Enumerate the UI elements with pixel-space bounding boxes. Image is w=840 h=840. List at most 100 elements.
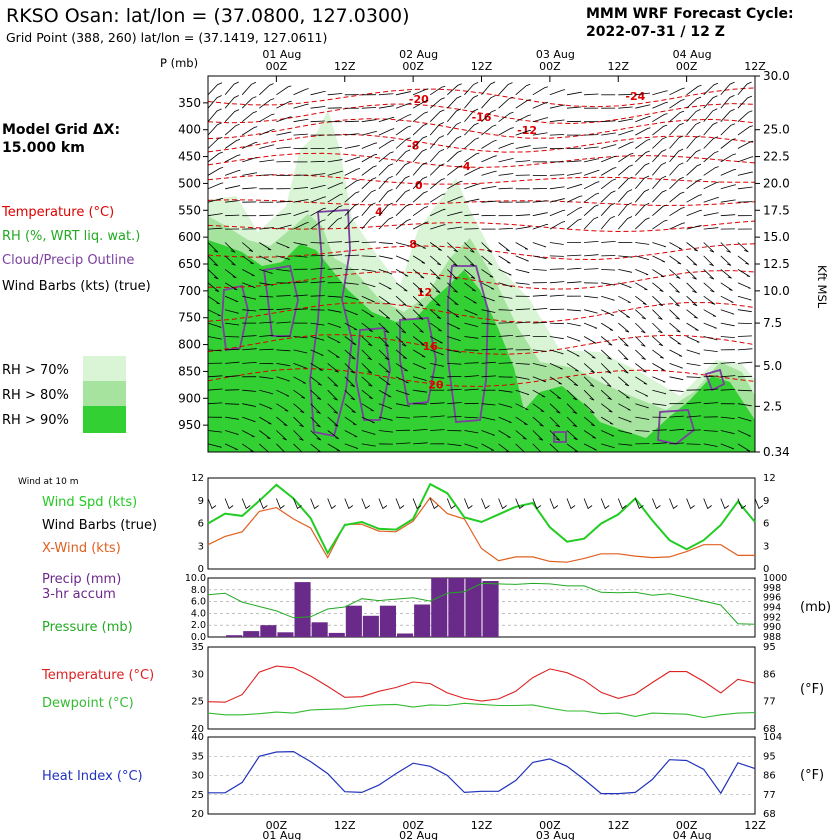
wind-barb [754, 94, 755, 95]
wind-barb [464, 168, 480, 176]
wind-barb [600, 167, 617, 176]
wind-barb [378, 363, 390, 373]
pressure-tick-label: 400 [178, 123, 201, 137]
wind-barb [481, 200, 496, 203]
wind-barb [618, 164, 633, 176]
cloud-outline-6 [447, 265, 489, 423]
wind-barb [634, 175, 650, 190]
wind-barb [498, 142, 514, 149]
wind-barb [566, 430, 578, 441]
wind-barb [464, 282, 476, 292]
pressure-tick-label: 600 [178, 230, 201, 244]
wind-barb [413, 442, 428, 445]
cross-section-ticks: 350 400 450 500 550 600 650 700 750 800 850 900 950 3… [178, 69, 790, 459]
wind-barb [720, 389, 736, 391]
wind-barb [583, 216, 599, 230]
wind-barb [652, 113, 668, 123]
wind-barb [464, 309, 478, 316]
wind-barb [395, 162, 410, 176]
heat-ytick-right: 95 [763, 751, 776, 762]
wind-barb [481, 81, 496, 96]
wind-barb [481, 242, 492, 253]
wind-barb [618, 152, 634, 163]
wind-barb [703, 166, 719, 176]
wind-barb [686, 363, 701, 366]
wind-barb [635, 295, 647, 305]
wind-barb [276, 242, 290, 249]
wind-barb [447, 95, 462, 109]
wind-barb [344, 349, 356, 360]
wind-barb [652, 442, 667, 445]
rh70-swatch [83, 356, 126, 381]
pressure-tick-label: 700 [178, 284, 201, 298]
wind-barb [208, 242, 219, 253]
wind-barb [584, 93, 599, 96]
temp-ytick-left: 20 [191, 724, 204, 735]
wind-barb [395, 203, 411, 216]
wind-barb [737, 430, 751, 437]
wind-barb [464, 95, 479, 109]
wind-barb [361, 255, 376, 257]
wind-barb [225, 185, 241, 190]
surface-wind-barb [481, 498, 490, 510]
wind-barb [481, 109, 496, 122]
wind-barb [225, 348, 240, 351]
wind-barb [361, 119, 377, 123]
wind-barb [584, 295, 599, 299]
wind-barb [327, 159, 343, 163]
wind-barb [276, 416, 288, 427]
wind-barb [224, 139, 241, 149]
temperature-contour-label: -12 [517, 124, 537, 137]
wind-barb [361, 403, 375, 412]
wind-barb [737, 110, 753, 122]
wind-barb [669, 363, 683, 369]
wind-barb [310, 389, 322, 400]
wind-barb [566, 218, 582, 230]
wind-barb [464, 198, 480, 203]
wind-barb [720, 138, 736, 149]
rh90-region [208, 240, 755, 452]
wind-barb [720, 336, 735, 338]
wind-barb [498, 173, 514, 176]
wind-barb [737, 269, 751, 277]
wind-barb [498, 269, 512, 276]
wind-barb [601, 155, 617, 163]
kft-axis-title: Kft MSL [815, 265, 829, 309]
wind-barb [464, 430, 479, 434]
wind-barb [617, 202, 632, 216]
wind-barb [430, 376, 445, 379]
wind-barb [703, 443, 718, 447]
wind-barb [361, 443, 376, 447]
wind-barb [669, 349, 683, 357]
wind-barb [652, 101, 668, 109]
top-hour-label: 12Z [334, 60, 356, 73]
wind-barb [361, 142, 378, 149]
wind-barb [327, 322, 342, 328]
wind-barb [310, 430, 322, 441]
wind-barb [584, 254, 599, 257]
pressure-line [207, 582, 756, 625]
wind-barb [618, 269, 632, 273]
temperature-contour-label: -24 [625, 90, 645, 103]
wind-barb [327, 241, 342, 243]
wind-barb [395, 91, 412, 96]
wind-barb [498, 430, 511, 438]
wind-barb [600, 190, 616, 203]
wind-barb [635, 269, 649, 276]
cross-wind-line [207, 496, 755, 563]
wind-barb [618, 106, 633, 109]
wind-barb [669, 162, 684, 176]
wind-barb [344, 120, 359, 123]
model-grid-label: Model Grid ΔX: [2, 122, 120, 138]
wind-barb [601, 132, 616, 136]
wind-barb [703, 108, 718, 122]
wind-barb [583, 204, 599, 216]
wind-barb [225, 322, 240, 326]
wind-barb [430, 402, 445, 405]
wind-barb [549, 376, 563, 385]
wind-barb [481, 186, 497, 190]
wind-barb [344, 191, 360, 203]
precip-ytick: 10.0 [185, 573, 206, 584]
wind-barb [532, 376, 546, 383]
wind-barb [361, 202, 376, 216]
